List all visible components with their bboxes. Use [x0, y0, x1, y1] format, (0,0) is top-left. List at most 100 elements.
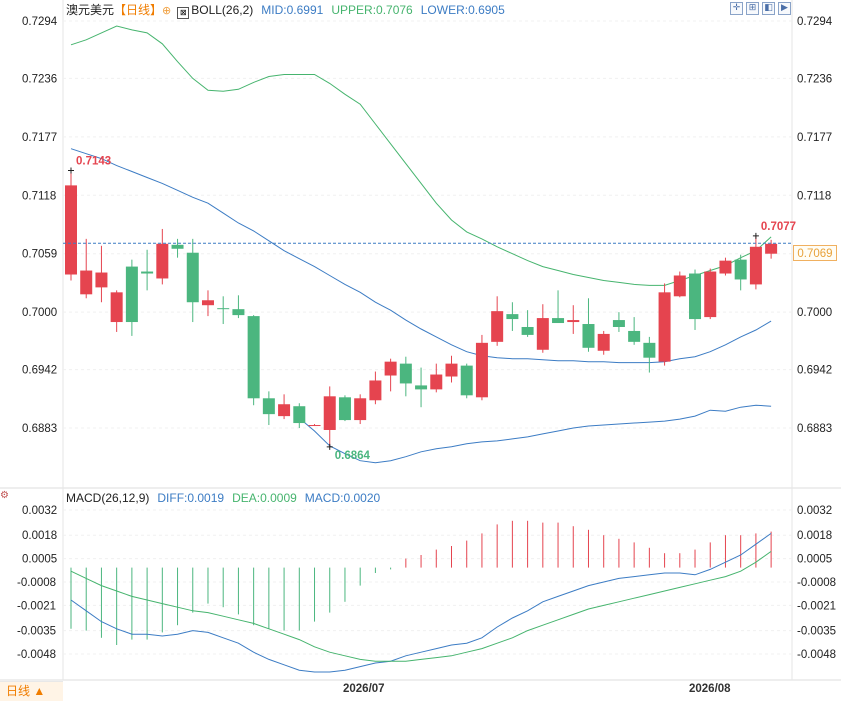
candle: [110, 290, 123, 332]
low-label: 0.6864: [335, 450, 371, 462]
candle-body: [156, 243, 169, 279]
macd-gear-icon[interactable]: ⚙: [0, 490, 9, 501]
candle: [354, 394, 367, 425]
candle-body: [536, 318, 549, 350]
candle: [734, 254, 747, 291]
candle: [201, 290, 214, 317]
macd-dea: DEA:0.0009: [232, 491, 297, 505]
current-price-label: 0.7069: [793, 245, 837, 261]
candle-body: [552, 318, 565, 324]
boll-lower-line: [298, 404, 772, 464]
candle: [612, 312, 625, 332]
high-label: 0.7143: [76, 156, 111, 168]
macd-tick-left: 0.0018: [22, 530, 57, 542]
date-label-july: 2026/07: [343, 683, 385, 695]
step-back-icon[interactable]: ◧: [762, 2, 775, 15]
candle-body: [643, 342, 656, 358]
candle: [247, 315, 260, 406]
candle-body: [95, 272, 108, 288]
candle-body: [628, 330, 641, 342]
candle: [156, 228, 169, 285]
macd-tick-right: -0.0021: [797, 600, 836, 612]
high-marker: [68, 167, 74, 174]
candle-body: [445, 363, 458, 377]
candle: [415, 367, 428, 408]
candle-body: [658, 292, 671, 362]
macd-series: [70, 520, 772, 673]
candle-body: [582, 324, 595, 348]
candle-body: [734, 259, 747, 280]
candle-body: [765, 243, 778, 254]
candle-body: [460, 365, 473, 396]
candle-body: [293, 406, 306, 424]
macd-tick-right: -0.0048: [797, 649, 836, 661]
candle-body: [506, 314, 519, 320]
candle: [217, 296, 230, 325]
period-tag[interactable]: 【日线】: [114, 3, 163, 17]
macd-name: MACD(26,12,9): [66, 491, 150, 505]
price-tick-left: 0.7000: [22, 307, 57, 319]
price-tick-right: 0.7118: [797, 190, 831, 202]
candle-body: [186, 252, 199, 303]
macd-dea-line: [70, 550, 772, 662]
candle-body: [689, 273, 702, 320]
candle: [125, 259, 138, 336]
candle: [384, 358, 397, 392]
step-forward-icon[interactable]: ▶: [778, 2, 791, 15]
candle-body: [247, 316, 260, 399]
candle-body: [597, 333, 610, 351]
candle-body: [201, 300, 214, 306]
macd-diff: DIFF:0.0019: [157, 491, 225, 505]
period-selector[interactable]: 日线 ▲: [0, 681, 63, 701]
candle: [338, 395, 351, 422]
candle: [552, 290, 565, 324]
bollinger-bands: [70, 25, 772, 464]
candle: [704, 268, 717, 320]
candle: [141, 249, 154, 291]
price-tick-left: 0.7177: [22, 132, 57, 144]
macd-diff-line: [70, 532, 772, 673]
candle: [171, 238, 184, 258]
macd-tick-right: -0.0008: [797, 577, 836, 589]
candle: [597, 330, 610, 355]
price-tick-right: 0.7177: [797, 132, 832, 144]
candle: [323, 386, 336, 447]
candle: [582, 298, 595, 352]
candle-body: [567, 320, 580, 323]
candle: [95, 245, 108, 303]
macd-tick-right: 0.0005: [797, 554, 832, 566]
candle: [278, 394, 291, 420]
candle-body: [399, 363, 412, 384]
boll-chart-icon: ⊠: [177, 7, 190, 19]
candle-body: [80, 270, 93, 295]
candle-body: [323, 396, 336, 430]
candle: [643, 336, 656, 373]
candle: [399, 356, 412, 397]
candle-body: [338, 397, 351, 421]
candle: [506, 302, 519, 331]
candle-body: [232, 309, 245, 316]
candle-body: [491, 311, 504, 342]
macd-tick-left: -0.0008: [17, 577, 56, 589]
candle: [80, 238, 93, 299]
candle: [65, 170, 77, 281]
candle-body: [141, 271, 154, 274]
candle-body: [673, 275, 686, 297]
crosshair-icon[interactable]: ✛: [730, 2, 743, 15]
candle-body: [749, 246, 762, 285]
candle: [445, 355, 458, 383]
price-tick-right: 0.6883: [797, 423, 832, 435]
period-settings-icon[interactable]: ⊕: [162, 5, 172, 17]
candle-body: [719, 260, 732, 274]
price-tick-left: 0.7118: [22, 190, 56, 202]
candle: [430, 363, 443, 393]
zoom-icon[interactable]: ⊞: [746, 2, 759, 15]
macd-tick-right: 0.0032: [797, 505, 832, 517]
candle: [308, 424, 321, 427]
candle: [536, 304, 549, 353]
price-tick-left: 0.6883: [22, 423, 57, 435]
candle-body: [171, 244, 184, 249]
price-tick-right: 0.7236: [797, 73, 832, 85]
candle-body: [704, 271, 717, 318]
